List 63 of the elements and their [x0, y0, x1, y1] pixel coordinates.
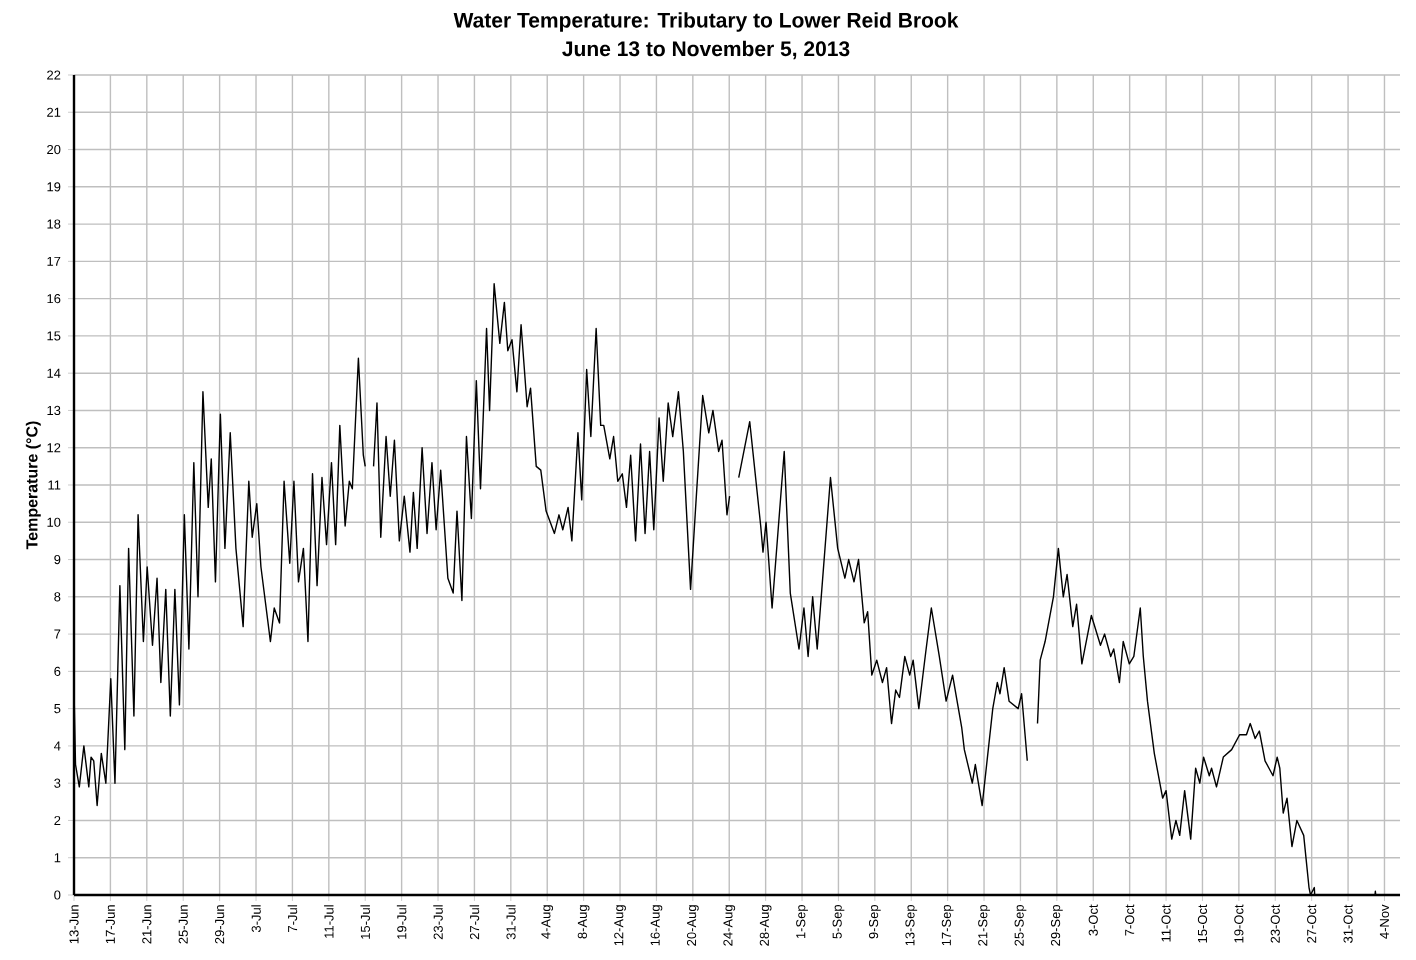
x-tick-label: 27-Jul: [469, 905, 480, 940]
x-tick-label: 21-Jun: [142, 905, 152, 944]
x-tick-label: 8-Aug: [577, 905, 590, 939]
x-tick-label: 28-Aug: [759, 905, 772, 946]
x-tick-label: 24-Aug: [723, 905, 736, 946]
y-tick-label: 18: [47, 219, 61, 229]
x-tick-label: 25-Jun: [178, 905, 188, 944]
x-tick-label: 11-Jul: [324, 905, 334, 938]
y-tick-label: 8: [54, 592, 61, 602]
x-tick-label: 25-Sep: [1014, 904, 1027, 946]
y-tick-label: 19: [47, 182, 61, 192]
y-tick-label: 5: [54, 704, 61, 714]
y-tick-label: 13: [47, 405, 61, 416]
y-tick-label: 3: [54, 778, 61, 788]
x-tick-label: 21-Sep: [978, 904, 990, 946]
x-tick-label: 5-Sep: [832, 904, 845, 939]
x-tick-label: 16-Aug: [650, 905, 663, 946]
y-tick-label: 10: [47, 517, 61, 527]
x-tick-label: 17-Sep: [941, 904, 954, 946]
y-tick-label: 20: [47, 144, 61, 155]
x-tick-label: 27-Oct: [1307, 904, 1317, 943]
y-tick-label: 22: [47, 70, 61, 80]
x-tick-label: 11-Oct: [1161, 904, 1171, 942]
y-axis-title: Temperature (°C): [25, 421, 41, 550]
chart-title: Water Temperature: Tributary to Lower Reid Brook: [453, 12, 959, 32]
y-tick-label: 6: [54, 666, 61, 676]
x-tick-label: 13-Sep: [905, 904, 918, 946]
y-tick-label: 15: [47, 331, 61, 341]
x-tick-label: 1-Sep: [796, 904, 808, 939]
y-tick-label: 9: [54, 554, 61, 565]
y-tick-label: 14: [47, 368, 61, 378]
y-tick-label: 16: [47, 294, 61, 304]
x-tick-label: 13-Jun: [69, 905, 79, 944]
x-tick-label: 3-Oct: [1088, 904, 1098, 936]
x-tick-label: 12-Aug: [614, 905, 626, 946]
x-tick-label: 23-Oct: [1270, 904, 1280, 943]
x-tick-label: 29-Sep: [1050, 904, 1063, 946]
y-tick-label: 2: [54, 815, 61, 825]
y-tick-label: 7: [54, 629, 61, 639]
y-tick-label: 21: [47, 107, 61, 117]
x-tick-label: 31-Oct: [1343, 904, 1353, 943]
x-tick-label: 31-Jul: [506, 905, 516, 940]
y-tick-label: 12: [47, 443, 61, 453]
x-tick-label: 7-Jul: [287, 905, 298, 932]
x-tick-label: 17-Jun: [105, 905, 115, 944]
y-tick-label: 17: [47, 256, 61, 266]
x-tick-label: 19-Jul: [396, 905, 407, 939]
x-tick-label: 19-Oct: [1234, 904, 1244, 943]
x-tick-label: 15-Jul: [360, 905, 370, 939]
y-tick-label: 11: [48, 480, 61, 490]
x-tick-label: 29-Jun: [215, 905, 225, 944]
x-tick-label: 3-Jul: [251, 905, 261, 933]
x-tick-label: 20-Aug: [686, 905, 699, 946]
x-tick-label: 9-Sep: [868, 904, 881, 939]
y-tick-label: 1: [54, 853, 61, 863]
x-tick-label: 15-Oct: [1197, 904, 1208, 943]
x-tick-label: 23-Jul: [433, 905, 443, 940]
chart-subtitle: June 13 to November 5, 2013: [562, 40, 850, 60]
x-tick-label: 4-Aug: [541, 905, 554, 939]
y-tick-label: 0: [54, 890, 61, 900]
x-tick-label: 4-Nov: [1379, 904, 1389, 939]
y-tick-label: 4: [54, 741, 61, 751]
x-tick-label: 7-Oct: [1125, 904, 1135, 936]
